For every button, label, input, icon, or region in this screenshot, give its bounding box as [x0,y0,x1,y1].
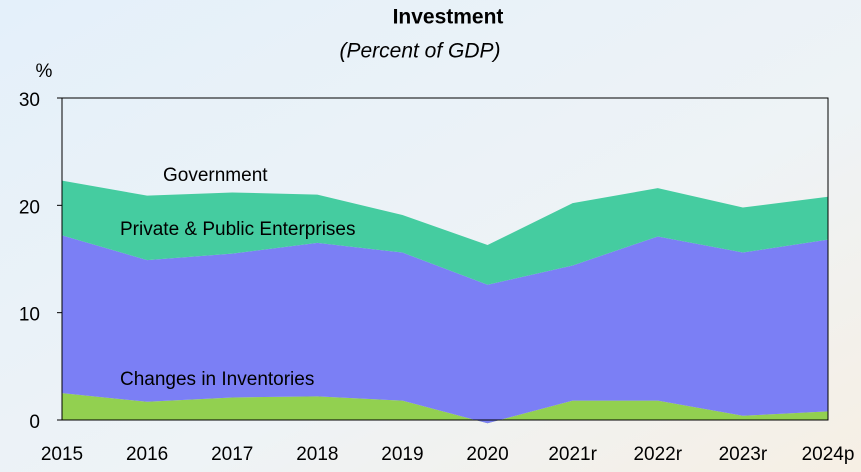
series-label: Private & Public Enterprises [120,219,356,240]
y-tick-label: 20 [19,197,40,218]
plot-frame [61,97,829,421]
x-tick-label: 2024p [802,444,855,465]
x-tick-label: 2020 [466,444,508,465]
x-tick-label: 2021r [548,444,597,465]
area [62,235,828,424]
chart-title: Investment [393,6,504,29]
series-label: Government [163,165,268,186]
x-tick-label: 2022r [633,444,682,465]
x-tick-label: 2019 [381,444,423,465]
x-tick-label: 2016 [126,444,168,465]
x-tick-label: 2015 [41,444,83,465]
area [62,180,828,285]
y-tick-label: 30 [19,90,40,111]
y-tick-label: 10 [19,305,40,326]
chart-subtitle: (Percent of GDP) [339,40,500,63]
x-tick-label: 2023r [719,444,768,465]
y-axis-label: % [36,61,53,82]
x-tick-label: 2017 [211,444,253,465]
x-tick-label: 2018 [296,444,338,465]
y-tick-label: 0 [29,412,40,433]
series-label: Changes in Inventories [120,369,314,390]
